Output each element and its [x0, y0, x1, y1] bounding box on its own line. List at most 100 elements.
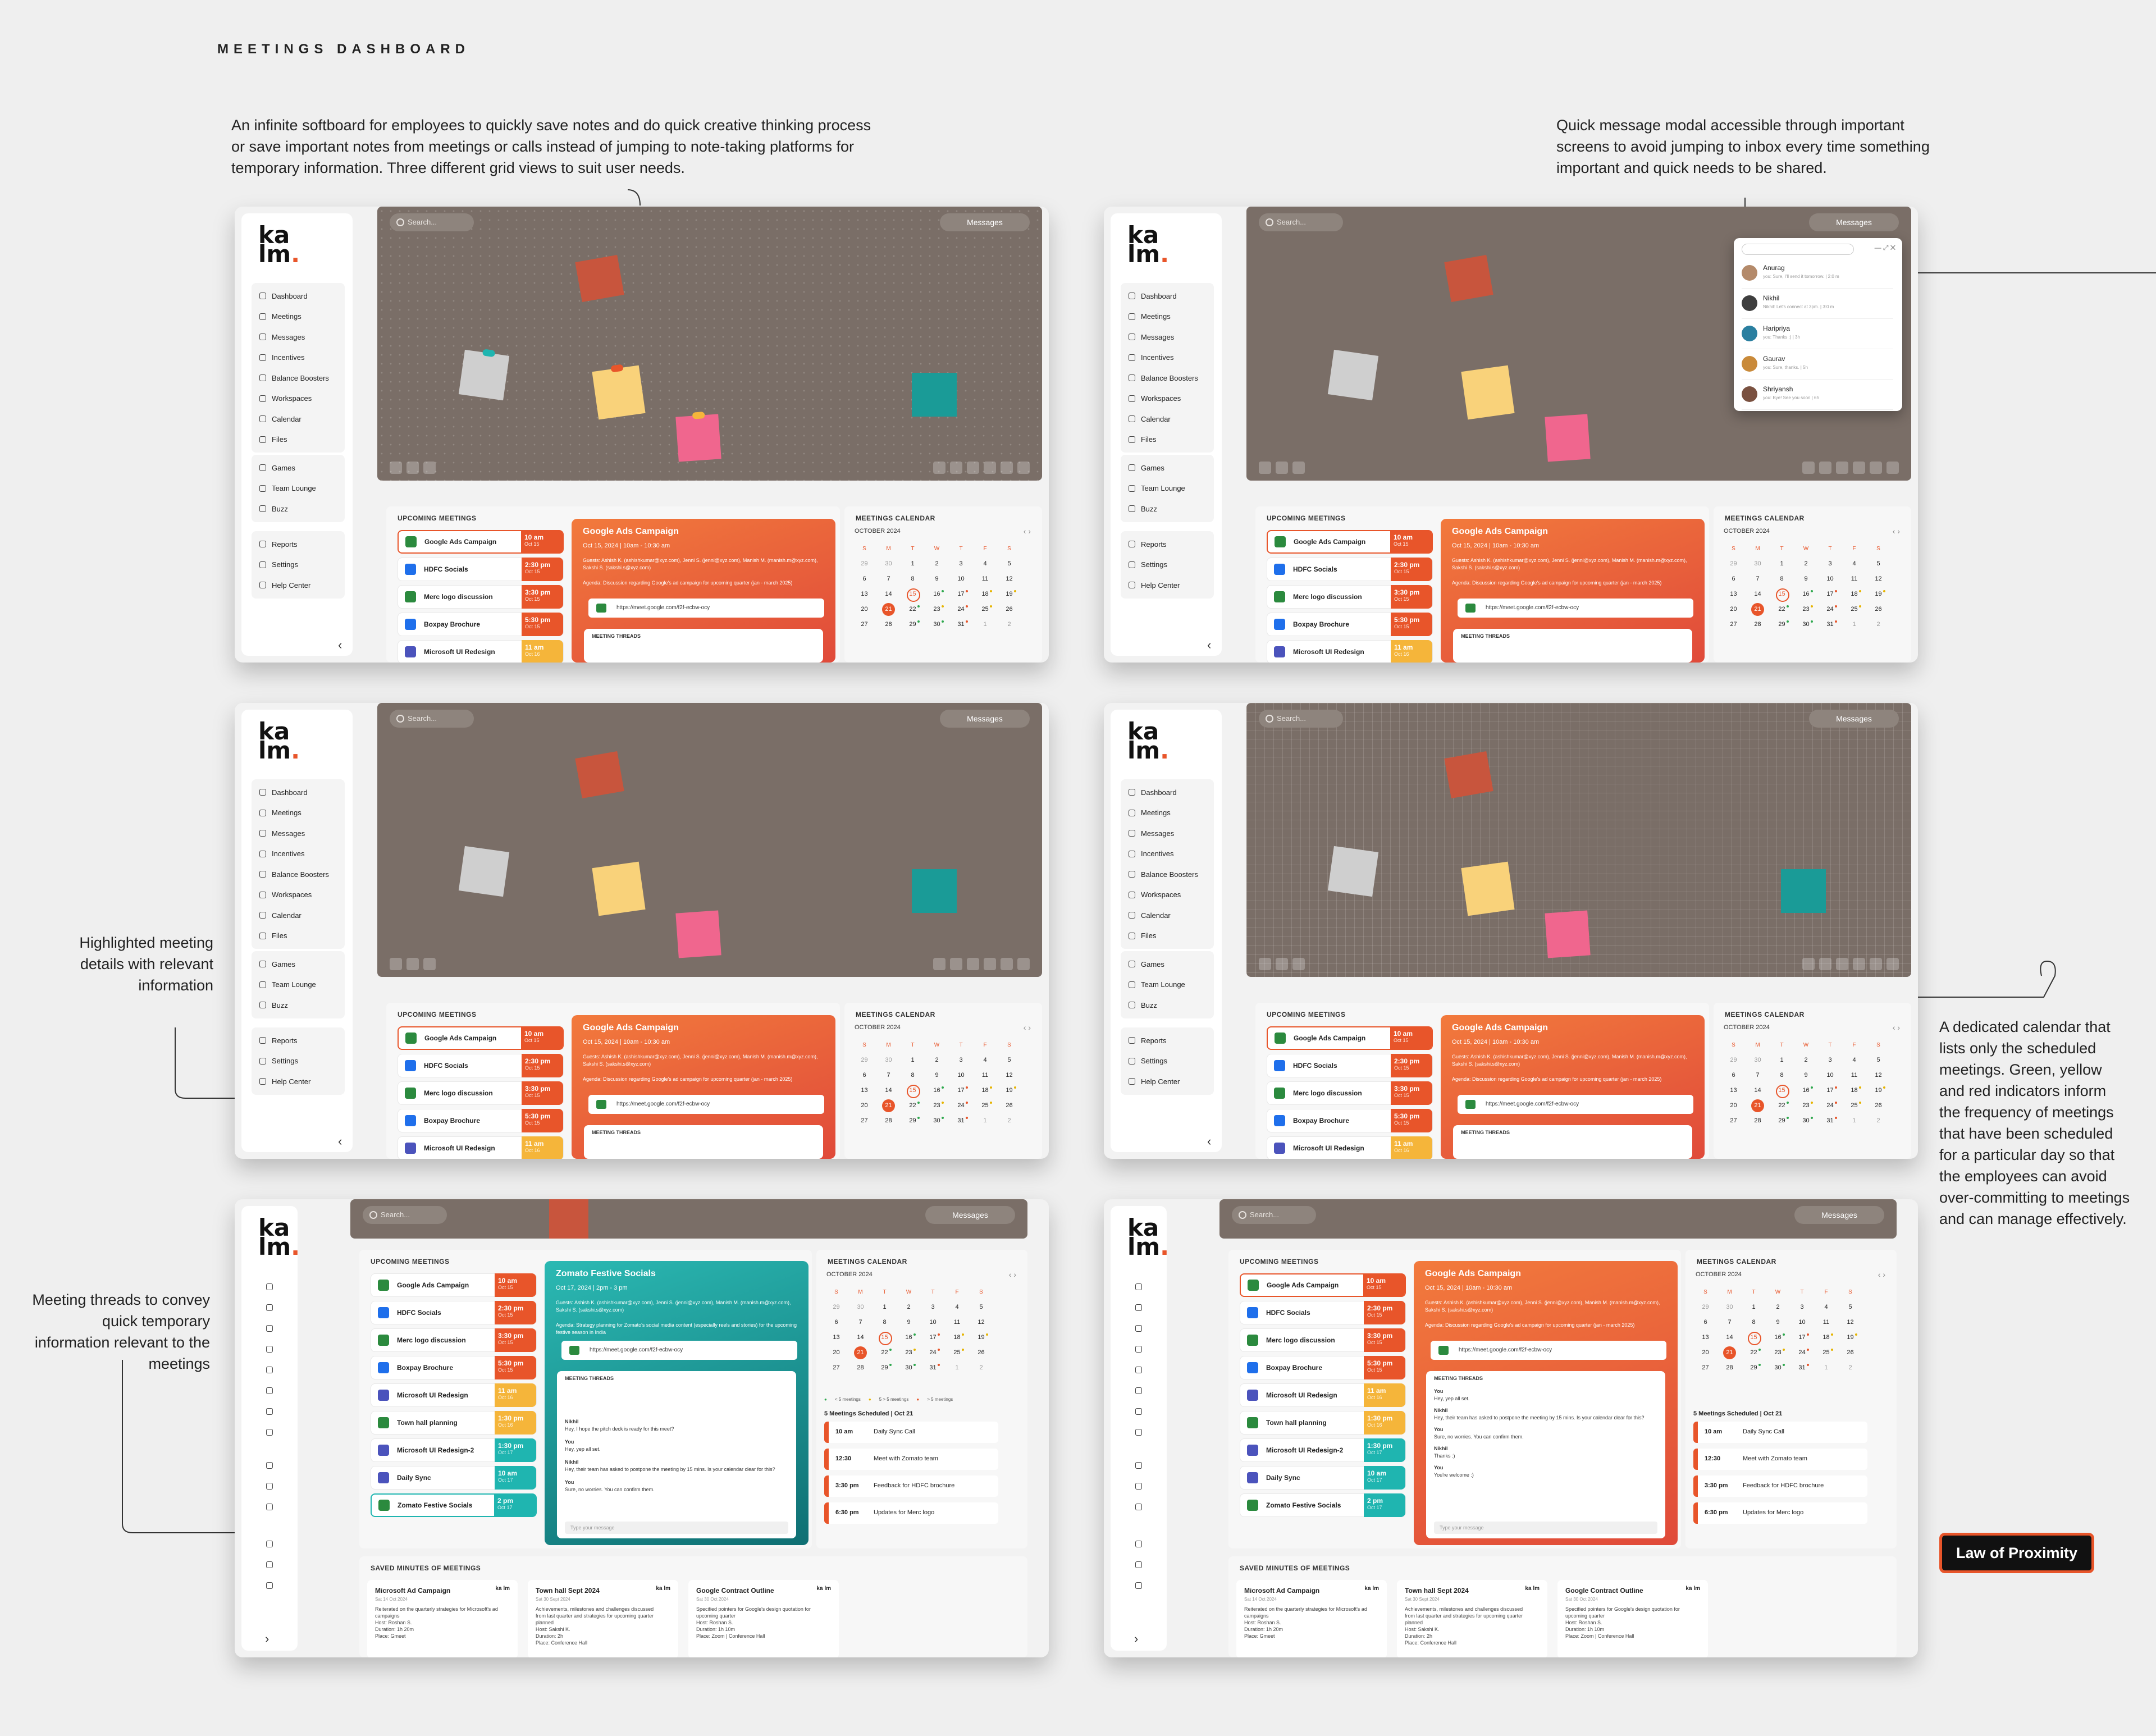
sidebar-item-settings[interactable]: Settings	[252, 1051, 345, 1072]
report-icon[interactable]	[266, 1541, 273, 1547]
calendar-day[interactable]: 12	[977, 1319, 985, 1326]
calendar-day[interactable]: 10	[1798, 1319, 1806, 1326]
calendar-day[interactable]: 8	[1752, 1319, 1756, 1326]
help-icon[interactable]	[266, 1582, 273, 1589]
sidebar-item-help-center[interactable]: Help Center	[1121, 1071, 1214, 1092]
sidebar-item-dashboard[interactable]: Dashboard	[252, 286, 345, 307]
board-toolbar-right[interactable]	[1802, 958, 1899, 970]
meeting-card[interactable]: Boxpay Brochure 5:30 pm Oct 15	[398, 613, 564, 636]
calendar-nav-arrows[interactable]: ‹ ›	[1892, 527, 1900, 536]
meeting-card[interactable]: Microsoft UI Redesign-2 1:30 pm Oct 17	[371, 1438, 537, 1462]
calendar-day[interactable]: 15	[901, 587, 925, 602]
calendar-day[interactable]: 9	[1776, 1319, 1780, 1326]
calendar-day[interactable]: 22	[1770, 1098, 1794, 1113]
meeting-card[interactable]: Microsoft UI Redesign 11 am Oct 16	[398, 640, 564, 663]
sidebar-item-messages[interactable]: Messages	[252, 327, 345, 348]
calendar-day[interactable]: 5	[1876, 560, 1880, 567]
meeting-card[interactable]: Microsoft UI Redesign 11 am Oct 16	[1267, 1136, 1433, 1159]
meeting-card[interactable]: Merc logo discussion 3:30 pm Oct 15	[1267, 1081, 1433, 1105]
calendar-day[interactable]: 15	[901, 1083, 925, 1098]
top-board-strip[interactable]: Search... Messages	[350, 1199, 1027, 1239]
sidebar-item-incentives[interactable]: Incentives	[1121, 348, 1214, 368]
calendar-day[interactable]: 2	[979, 1364, 983, 1371]
calendar-day[interactable]: 30	[925, 1113, 949, 1129]
meeting-card[interactable]: Town hall planning 1:30 pm Oct 16	[1240, 1411, 1406, 1435]
people-icon[interactable]	[1135, 1483, 1142, 1490]
modal-search-input[interactable]	[1742, 244, 1854, 255]
calendar-day[interactable]: 12	[1875, 575, 1882, 582]
sticky-note-grey[interactable]	[458, 349, 510, 401]
calendar-day[interactable]: 24	[1818, 602, 1842, 617]
calendar-day[interactable]: 8	[883, 1319, 887, 1326]
meeting-card[interactable]: Boxpay Brochure 5:30 pm Oct 15	[1240, 1356, 1406, 1379]
calendar-day[interactable]: 24	[1818, 1098, 1842, 1113]
sticky-note-yellow[interactable]	[1461, 365, 1515, 420]
calendar-nav-arrows[interactable]: ‹ ›	[1023, 1023, 1031, 1032]
collapsed-nav[interactable]	[266, 1283, 273, 1436]
calendar-day[interactable]: 2	[935, 1057, 939, 1063]
calendar-day[interactable]: 14	[885, 1087, 892, 1094]
sidebar-item-messages[interactable]: Messages	[1121, 327, 1214, 348]
sidebar-item-help-center[interactable]: Help Center	[252, 1071, 345, 1092]
meeting-card[interactable]: Zomato Festive Socials 2 pm Oct 17	[1240, 1493, 1406, 1517]
settings-icon[interactable]	[1135, 1561, 1142, 1568]
file-icon[interactable]	[1135, 1429, 1142, 1436]
sticky-note-orange[interactable]	[1444, 254, 1493, 303]
minutes-card[interactable]: Town hall Sept 2024 ka lm Sat 30 Sept 2024…	[1397, 1580, 1547, 1657]
calendar-day[interactable]: 12	[1006, 575, 1013, 582]
calendar-day[interactable]: 2	[1876, 621, 1880, 628]
calendar-day[interactable]: 22	[901, 602, 925, 617]
calendar-day[interactable]: 1	[1824, 1364, 1828, 1371]
monitor-icon[interactable]	[1135, 1304, 1142, 1311]
schedule-row[interactable]: 10 am Daily Sync Call	[1693, 1422, 1867, 1443]
calendar-day[interactable]: 17	[949, 587, 973, 602]
sidebar-item-workspaces[interactable]: Workspaces	[252, 389, 345, 409]
calendar-day[interactable]: 29	[901, 617, 925, 632]
calendar-nav-arrows[interactable]: ‹ ›	[1023, 527, 1031, 536]
contact-row[interactable]: Gaurav you: Sure, thanks. | 5h	[1742, 350, 1893, 380]
expand-sidebar-button[interactable]: ›	[1134, 1632, 1139, 1646]
calendar-day[interactable]: 30	[1726, 1304, 1733, 1310]
calendar-day[interactable]: 8	[1780, 1072, 1784, 1079]
calendar-day[interactable]: 20	[1730, 1102, 1737, 1109]
meeting-card[interactable]: Merc logo discussion 3:30 pm Oct 15	[1267, 585, 1433, 609]
calendar-day[interactable]: 28	[1726, 1364, 1733, 1371]
thread-message-input[interactable]: Type your message	[565, 1522, 788, 1534]
meeting-card[interactable]: Google Ads Campaign 10 am Oct 15	[398, 530, 564, 554]
calendar-day[interactable]: 5	[1876, 1057, 1880, 1063]
sidebar-item-balance-boosters[interactable]: Balance Boosters	[1121, 864, 1214, 885]
meeting-card[interactable]: Merc logo discussion 3:30 pm Oct 15	[371, 1328, 537, 1352]
calendar-day[interactable]: 23	[1794, 1098, 1818, 1113]
sidebar-item-team-lounge[interactable]: Team Lounge	[252, 975, 345, 995]
meeting-card[interactable]: Google Ads Campaign 10 am Oct 15	[1267, 530, 1433, 554]
sidebar-item-games[interactable]: Games	[252, 458, 345, 478]
calendar-day[interactable]: 8	[1780, 575, 1784, 582]
sticky-note-teal[interactable]	[912, 373, 957, 417]
calendar-day[interactable]: 30	[885, 560, 892, 567]
meeting-card[interactable]: Zomato Festive Socials 2 pm Oct 17	[371, 1493, 537, 1517]
calendar-day[interactable]: 1	[911, 560, 915, 567]
sidebar-item-workspaces[interactable]: Workspaces	[1121, 885, 1214, 906]
calendar-day[interactable]: 18	[1842, 1083, 1866, 1098]
sticky-note-yellow[interactable]	[1461, 861, 1515, 916]
meeting-card[interactable]: Google Ads Campaign 10 am Oct 15	[1267, 1026, 1433, 1050]
calendar-day[interactable]: 20	[1730, 606, 1737, 613]
sidebar-item-workspaces[interactable]: Workspaces	[252, 885, 345, 906]
calendar-day[interactable]: 9	[1804, 1072, 1808, 1079]
softboard[interactable]: Search... Messages	[1246, 703, 1911, 977]
calendar-day[interactable]: 3	[1800, 1304, 1804, 1310]
sticky-note-orange[interactable]	[549, 1199, 588, 1239]
calendar-day[interactable]: 28	[857, 1364, 864, 1371]
collapsed-nav[interactable]	[1135, 1283, 1142, 1436]
sidebar-item-reports[interactable]: Reports	[1121, 1030, 1214, 1051]
sticky-note-teal[interactable]	[1781, 869, 1826, 913]
calendar-day[interactable]: 16	[925, 587, 949, 602]
calendar-day[interactable]: 15	[1770, 1083, 1794, 1098]
meet-link[interactable]: https://meet.google.com/f2f-ecbw-ocy	[1458, 599, 1693, 618]
gamepad-icon[interactable]	[266, 1462, 273, 1469]
calendar-day[interactable]: 18	[1842, 587, 1866, 602]
calendar-day[interactable]: 26	[1875, 1102, 1882, 1109]
meeting-card[interactable]: Google Ads Campaign 10 am Oct 15	[371, 1273, 537, 1297]
calendar-day[interactable]: 26	[1847, 1349, 1854, 1356]
calendar-day[interactable]: 3	[959, 560, 963, 567]
